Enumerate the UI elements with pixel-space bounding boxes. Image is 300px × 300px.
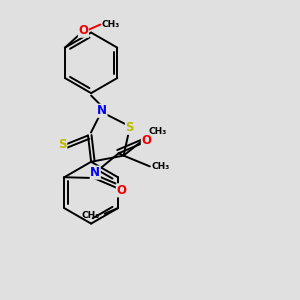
Text: S: S [125, 121, 134, 134]
Text: O: O [116, 184, 126, 197]
Text: CH₃: CH₃ [148, 127, 166, 136]
Text: O: O [78, 24, 88, 37]
Text: S: S [58, 138, 67, 151]
Text: N: N [97, 104, 107, 117]
Text: N: N [90, 166, 100, 179]
Text: CH₃: CH₃ [151, 162, 169, 171]
Text: CH₃: CH₃ [102, 20, 120, 29]
Text: CH₃: CH₃ [81, 211, 99, 220]
Text: O: O [141, 134, 152, 148]
